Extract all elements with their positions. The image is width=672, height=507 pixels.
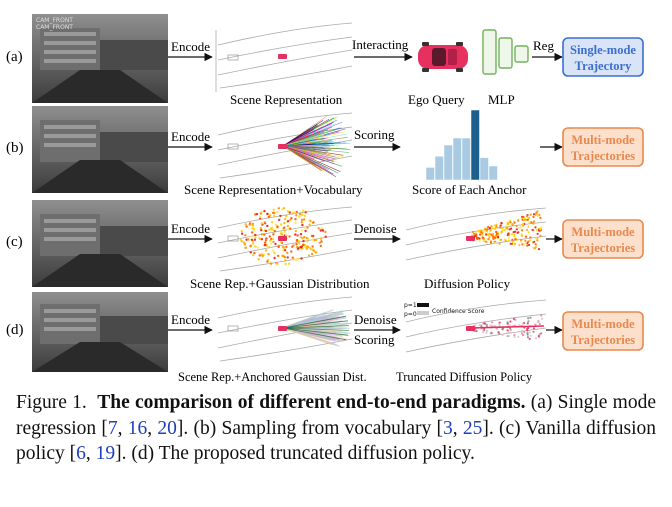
truncated-caption: Truncated Diffusion Policy bbox=[396, 370, 533, 384]
histogram-bar bbox=[488, 165, 498, 181]
multi-mode-output-box: Multi-mode Trajectories bbox=[562, 127, 644, 167]
scene-map bbox=[217, 206, 353, 272]
citation-link[interactable]: 3 bbox=[442, 417, 453, 439]
scene-map bbox=[217, 112, 353, 179]
mlp-caption: MLP bbox=[488, 92, 515, 107]
legend-p1: p=1 bbox=[404, 302, 417, 309]
legend-p0: p=0 bbox=[404, 311, 417, 318]
truncated-diffusion-map bbox=[405, 299, 547, 353]
output-line-2: Trajectories bbox=[571, 241, 635, 255]
caption-text: , bbox=[85, 443, 96, 464]
output-line-2: Trajectory bbox=[575, 59, 632, 73]
ego-query-caption: Ego Query bbox=[408, 92, 465, 107]
encode-label: Encode bbox=[171, 129, 210, 144]
encode-label: Encode bbox=[171, 312, 210, 327]
histogram-bar bbox=[479, 157, 489, 181]
multi-mode-output-box: Multi-mode Trajectories bbox=[562, 311, 644, 351]
row-c: (c) Encode Scene Rep.+Gaussian Distribut… bbox=[6, 200, 644, 291]
histogram-bar bbox=[434, 155, 444, 181]
camera-label: CAM_FRONT bbox=[36, 17, 73, 24]
row-label: (b) bbox=[6, 140, 24, 156]
caption-text: (a) Single mode regression [ bbox=[16, 392, 656, 439]
figure-diagram: (a) CAM_FRONT CAM_FRONT Encode Scene Rep… bbox=[6, 14, 644, 384]
output-line-1: Multi-mode bbox=[571, 225, 635, 239]
row-label: (a) bbox=[6, 49, 23, 65]
output-line-2: Trajectories bbox=[571, 149, 635, 163]
scoring-label: Scoring bbox=[354, 127, 395, 142]
citation-link[interactable]: 16 bbox=[127, 417, 148, 439]
encode-label: Encode bbox=[171, 221, 210, 236]
camera-image bbox=[32, 106, 168, 193]
citation-link[interactable]: 19 bbox=[95, 443, 116, 464]
denoise-label: Denoise bbox=[354, 312, 397, 327]
caption-text: ]. (d) The proposed truncated diffusion … bbox=[115, 443, 475, 464]
encode-label: Encode bbox=[171, 39, 210, 54]
single-mode-output-box: Single-mode Trajectory bbox=[562, 37, 644, 77]
caption-prefix: Figure 1. bbox=[16, 392, 87, 413]
histogram-bar bbox=[461, 137, 471, 181]
confidence-legend: p=1 p=0 Confidence Score bbox=[404, 302, 485, 318]
caption-text: , bbox=[147, 417, 158, 439]
histogram-bar bbox=[443, 144, 453, 181]
caption-text: ]. (b) Sampling from vocabulary [ bbox=[176, 417, 443, 439]
scoring-label: Scoring bbox=[354, 332, 395, 347]
scene-caption: Scene Representation+Vocabulary bbox=[184, 182, 363, 197]
output-line-1: Single-mode bbox=[570, 43, 636, 57]
histogram-bar bbox=[452, 137, 462, 181]
histogram-bar bbox=[470, 109, 480, 181]
histogram-bar bbox=[425, 167, 435, 181]
caption-title: The comparison of different end-to-end p… bbox=[97, 392, 526, 413]
score-histogram bbox=[425, 109, 498, 181]
camera-image bbox=[32, 200, 168, 287]
ego-car-icon bbox=[418, 42, 468, 72]
citation-link[interactable]: 6 bbox=[76, 443, 86, 464]
row-label: (c) bbox=[6, 234, 23, 250]
output-line-1: Multi-mode bbox=[571, 317, 635, 331]
scene-map bbox=[215, 22, 353, 92]
diffusion-caption: Diffusion Policy bbox=[424, 276, 511, 291]
row-d: (d) Encode Scene Rep.+Anchored Gaussian … bbox=[6, 292, 644, 384]
output-line-1: Multi-mode bbox=[571, 133, 635, 147]
camera-image bbox=[32, 292, 168, 372]
interacting-label: Interacting bbox=[352, 37, 409, 52]
caption-text: , bbox=[452, 417, 463, 439]
caption-text: , bbox=[117, 417, 128, 439]
scene-caption: Scene Rep.+Gaussian Distribution bbox=[190, 276, 370, 291]
row-b: (b) Encode Scene Representation+Vocabula… bbox=[6, 106, 644, 197]
reg-label: Reg bbox=[533, 38, 554, 53]
denoise-label: Denoise bbox=[354, 221, 397, 236]
row-a: (a) CAM_FRONT CAM_FRONT Encode Scene Rep… bbox=[6, 14, 644, 107]
figure-caption: Figure 1. The comparison of different en… bbox=[16, 390, 656, 467]
diffusion-map bbox=[405, 207, 547, 261]
legend-title: Confidence Score bbox=[432, 308, 485, 315]
scene-map bbox=[217, 296, 353, 362]
caption-text: ]. (c) Vanilla diffusion policy [ bbox=[16, 417, 657, 465]
multi-mode-output-box: Multi-mode Trajectories bbox=[562, 219, 644, 259]
citation-link[interactable]: 7 bbox=[107, 417, 118, 439]
citation-link[interactable]: 20 bbox=[157, 417, 177, 439]
output-line-2: Trajectories bbox=[571, 333, 635, 347]
mlp-icon bbox=[482, 29, 529, 75]
histogram-caption: Score of Each Anchor bbox=[412, 182, 527, 197]
scene-caption: Scene Rep.+Anchored Gaussian Dist. bbox=[178, 370, 367, 384]
scene-caption: Scene Representation bbox=[230, 92, 343, 107]
row-label: (d) bbox=[6, 322, 24, 338]
camera-label: CAM_FRONT bbox=[36, 24, 73, 31]
camera-image: CAM_FRONT CAM_FRONT bbox=[32, 14, 168, 103]
citation-link[interactable]: 25 bbox=[462, 417, 483, 439]
